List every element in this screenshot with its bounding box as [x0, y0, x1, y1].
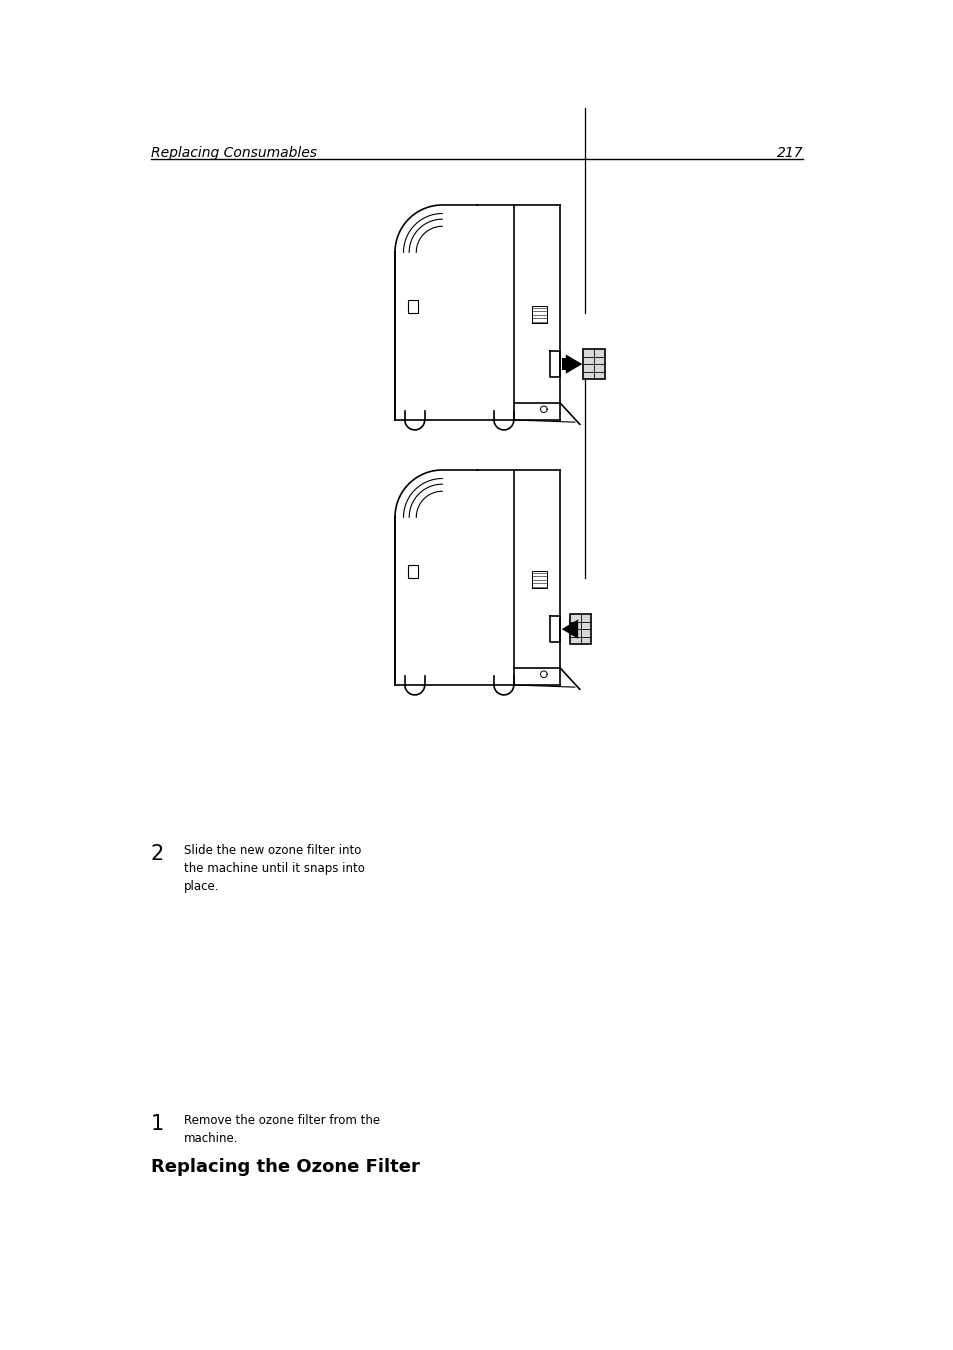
Bar [408, 564, 417, 578]
Bar [569, 614, 591, 644]
Text: Replacing Consumables: Replacing Consumables [151, 146, 316, 159]
Bar [569, 624, 578, 634]
Polygon shape [565, 355, 581, 374]
Text: 2: 2 [151, 844, 164, 864]
Text: Replacing the Ozone Filter: Replacing the Ozone Filter [151, 1158, 419, 1176]
Text: Slide the new ozone filter into
the machine until it snaps into
place.: Slide the new ozone filter into the mach… [184, 844, 365, 892]
Polygon shape [561, 620, 578, 639]
Text: Remove the ozone filter from the
machine.: Remove the ozone filter from the machine… [184, 1114, 380, 1145]
Text: 1: 1 [151, 1114, 164, 1134]
Bar [561, 358, 565, 370]
Bar [582, 350, 604, 379]
Bar [408, 300, 417, 312]
Text: 217: 217 [776, 146, 802, 159]
